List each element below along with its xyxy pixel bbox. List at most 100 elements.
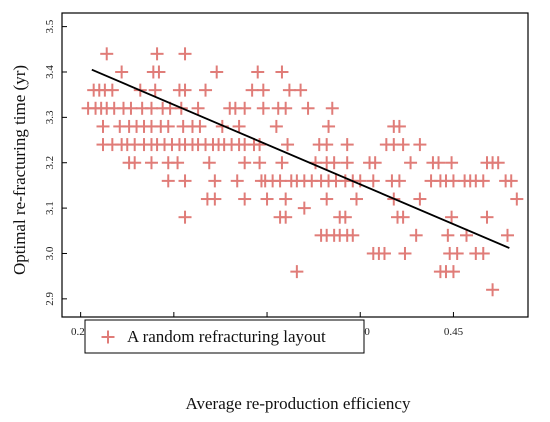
data-point: [253, 138, 267, 152]
y-tick-label: 3.1: [44, 201, 56, 215]
data-point: [294, 83, 308, 97]
x-axis-title: Average re-production efficiency: [186, 394, 411, 413]
data-point: [398, 246, 412, 260]
data-point: [128, 156, 142, 170]
data-point: [459, 228, 473, 242]
data-point: [238, 192, 252, 206]
legend-box: [84, 319, 365, 354]
legend: A random refracturing layout: [84, 319, 365, 354]
data-point: [202, 156, 216, 170]
data-point: [338, 210, 352, 224]
data-point: [210, 65, 224, 79]
data-point: [486, 283, 500, 297]
data-point: [260, 192, 274, 206]
data-point: [325, 101, 339, 115]
trend-line: [91, 68, 510, 249]
data-point: [366, 174, 380, 188]
data-point: [413, 138, 427, 152]
legend-plus-marker: [101, 330, 115, 344]
data-point: [279, 101, 293, 115]
data-point: [144, 156, 158, 170]
y-tick-label: 2.9: [44, 291, 56, 305]
data-point: [161, 119, 175, 133]
data-point: [199, 83, 213, 97]
data-point: [232, 119, 246, 133]
data-point: [446, 265, 460, 279]
data-point: [392, 119, 406, 133]
data-point: [340, 156, 354, 170]
data-point: [327, 156, 341, 170]
data-point: [256, 83, 270, 97]
data-point: [510, 192, 524, 206]
x-tick-label: 0.45: [444, 326, 464, 338]
data-point: [320, 138, 334, 152]
data-point: [480, 210, 494, 224]
data-point: [450, 246, 464, 260]
data-point: [392, 174, 406, 188]
data-point: [409, 228, 423, 242]
data-point: [208, 192, 222, 206]
data-point: [191, 101, 205, 115]
y-tick-label: 3.0: [44, 246, 56, 260]
data-point: [269, 119, 283, 133]
data-point: [115, 65, 129, 79]
data-point: [275, 156, 289, 170]
data-point: [148, 83, 162, 97]
data-point: [178, 83, 192, 97]
data-point: [279, 210, 293, 224]
data-point: [340, 138, 354, 152]
data-point: [96, 119, 110, 133]
y-tick-label: 3.3: [44, 110, 56, 124]
data-point: [445, 156, 459, 170]
data-point: [445, 210, 459, 224]
y-tick-label: 3.4: [44, 65, 56, 79]
data-point: [178, 210, 192, 224]
data-point: [208, 174, 222, 188]
data-point: [368, 156, 382, 170]
data-point: [161, 174, 175, 188]
data-point: [350, 192, 364, 206]
data-point: [144, 101, 158, 115]
data-point: [322, 119, 336, 133]
y-tick-label: 3.2: [44, 156, 56, 170]
data-point: [432, 156, 446, 170]
trend-line-group: [91, 68, 510, 249]
data-point: [320, 192, 334, 206]
data-point: [279, 192, 293, 206]
data-point: [297, 201, 311, 215]
data-point: [105, 83, 119, 97]
data-point: [500, 228, 514, 242]
legend-label: A random refracturing layout: [127, 327, 326, 346]
data-point: [273, 174, 287, 188]
scatter-points: [81, 47, 524, 297]
data-point: [100, 47, 114, 61]
legend-marker-plus-icon: [101, 330, 115, 344]
y-axis: 2.9 3.0 3.1 3.2 3.3 3.4 3.5: [44, 19, 67, 306]
data-point: [377, 246, 391, 260]
data-point: [245, 83, 259, 97]
data-point: [396, 138, 410, 152]
data-point: [253, 156, 267, 170]
data-point: [290, 265, 304, 279]
data-point: [396, 210, 410, 224]
data-point: [152, 65, 166, 79]
data-point: [404, 156, 418, 170]
data-point: [275, 65, 289, 79]
data-point: [282, 83, 296, 97]
data-point: [491, 156, 505, 170]
data-point: [178, 174, 192, 188]
data-point: [171, 156, 185, 170]
data-point: [446, 174, 460, 188]
data-point: [230, 174, 244, 188]
data-point: [281, 138, 295, 152]
data-point: [251, 65, 265, 79]
data-point: [504, 174, 518, 188]
data-point: [150, 47, 164, 61]
data-point: [178, 47, 192, 61]
data-point: [441, 228, 455, 242]
data-point: [193, 119, 207, 133]
data-point: [238, 101, 252, 115]
data-point: [413, 192, 427, 206]
y-axis-title: Optimal re-fracturing time (yr): [10, 65, 29, 275]
